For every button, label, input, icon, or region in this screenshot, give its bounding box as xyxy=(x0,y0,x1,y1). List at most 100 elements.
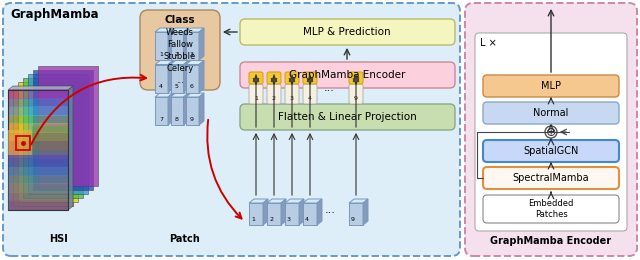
Text: Fallow: Fallow xyxy=(167,40,193,49)
Text: 4: 4 xyxy=(159,84,163,89)
Polygon shape xyxy=(249,203,263,225)
Polygon shape xyxy=(186,28,204,32)
Text: MLP: MLP xyxy=(541,81,561,91)
Polygon shape xyxy=(170,64,184,93)
Polygon shape xyxy=(168,28,173,60)
FancyBboxPatch shape xyxy=(465,3,637,256)
Polygon shape xyxy=(8,166,68,176)
Polygon shape xyxy=(267,199,286,203)
Polygon shape xyxy=(8,192,68,202)
FancyBboxPatch shape xyxy=(285,84,299,104)
Text: ...: ... xyxy=(176,76,184,85)
Text: 8: 8 xyxy=(175,117,179,122)
Text: 3: 3 xyxy=(287,217,291,222)
Text: 1: 1 xyxy=(159,52,163,57)
Circle shape xyxy=(545,126,557,138)
Polygon shape xyxy=(317,199,322,225)
Polygon shape xyxy=(8,183,68,193)
Polygon shape xyxy=(68,86,73,210)
Polygon shape xyxy=(8,98,68,107)
Text: 6: 6 xyxy=(190,84,194,89)
FancyBboxPatch shape xyxy=(240,19,455,45)
Text: Flatten & Linear Projection: Flatten & Linear Projection xyxy=(278,112,417,122)
Polygon shape xyxy=(186,97,199,125)
Polygon shape xyxy=(8,130,32,155)
FancyBboxPatch shape xyxy=(303,84,317,104)
Text: GraphMamba: GraphMamba xyxy=(10,8,99,21)
Text: ...: ... xyxy=(324,83,335,93)
Polygon shape xyxy=(249,199,268,203)
FancyBboxPatch shape xyxy=(349,84,363,104)
FancyBboxPatch shape xyxy=(475,33,627,231)
Polygon shape xyxy=(168,61,173,93)
Polygon shape xyxy=(13,86,73,206)
FancyBboxPatch shape xyxy=(240,62,455,88)
Polygon shape xyxy=(170,61,189,64)
Polygon shape xyxy=(8,123,68,133)
FancyBboxPatch shape xyxy=(267,72,281,84)
FancyBboxPatch shape xyxy=(140,10,220,90)
Polygon shape xyxy=(18,82,78,202)
Polygon shape xyxy=(155,61,173,64)
Polygon shape xyxy=(38,66,98,186)
Polygon shape xyxy=(267,203,281,225)
Polygon shape xyxy=(303,199,322,203)
Polygon shape xyxy=(155,28,173,32)
Polygon shape xyxy=(8,149,68,159)
Polygon shape xyxy=(170,32,184,60)
Polygon shape xyxy=(23,78,83,198)
Polygon shape xyxy=(155,64,168,93)
Text: 1: 1 xyxy=(251,217,255,222)
Polygon shape xyxy=(285,203,299,225)
Polygon shape xyxy=(170,97,184,125)
Polygon shape xyxy=(8,140,68,150)
Text: 2: 2 xyxy=(272,96,276,101)
Text: 5: 5 xyxy=(175,84,179,89)
Polygon shape xyxy=(184,28,189,60)
Polygon shape xyxy=(32,126,68,155)
Polygon shape xyxy=(28,74,88,194)
FancyBboxPatch shape xyxy=(249,72,263,84)
Polygon shape xyxy=(184,93,189,125)
FancyBboxPatch shape xyxy=(349,72,363,84)
Polygon shape xyxy=(8,115,68,124)
Text: GraphMamba Encoder: GraphMamba Encoder xyxy=(490,236,612,246)
Polygon shape xyxy=(8,89,68,99)
Polygon shape xyxy=(199,93,204,125)
Polygon shape xyxy=(170,28,189,32)
Polygon shape xyxy=(8,175,68,184)
Polygon shape xyxy=(168,93,173,125)
Polygon shape xyxy=(155,93,173,97)
FancyBboxPatch shape xyxy=(267,84,281,104)
Text: 2: 2 xyxy=(269,217,273,222)
Polygon shape xyxy=(184,61,189,93)
Text: 4: 4 xyxy=(308,96,312,101)
Text: Normal: Normal xyxy=(533,108,569,118)
Polygon shape xyxy=(199,28,204,60)
Text: Stubble: Stubble xyxy=(164,52,196,61)
FancyBboxPatch shape xyxy=(240,104,455,130)
Text: SpectralMamba: SpectralMamba xyxy=(513,173,589,183)
Text: ⊕: ⊕ xyxy=(546,126,556,139)
Polygon shape xyxy=(199,61,204,93)
Polygon shape xyxy=(170,93,189,97)
Polygon shape xyxy=(186,93,204,97)
Text: 7: 7 xyxy=(159,117,163,122)
Text: L ×: L × xyxy=(480,38,497,48)
Polygon shape xyxy=(281,199,286,225)
Text: 3: 3 xyxy=(190,52,194,57)
Text: 4: 4 xyxy=(305,217,309,222)
Polygon shape xyxy=(303,203,317,225)
Polygon shape xyxy=(363,199,368,225)
Polygon shape xyxy=(8,106,68,116)
Polygon shape xyxy=(299,199,304,225)
Polygon shape xyxy=(155,32,168,60)
FancyBboxPatch shape xyxy=(483,102,619,124)
Text: ...: ... xyxy=(324,205,335,215)
Text: 2: 2 xyxy=(175,52,179,57)
Polygon shape xyxy=(186,32,199,60)
Text: MLP & Prediction: MLP & Prediction xyxy=(303,27,391,37)
Polygon shape xyxy=(285,199,304,203)
Text: Celery: Celery xyxy=(166,64,194,73)
FancyBboxPatch shape xyxy=(483,167,619,189)
